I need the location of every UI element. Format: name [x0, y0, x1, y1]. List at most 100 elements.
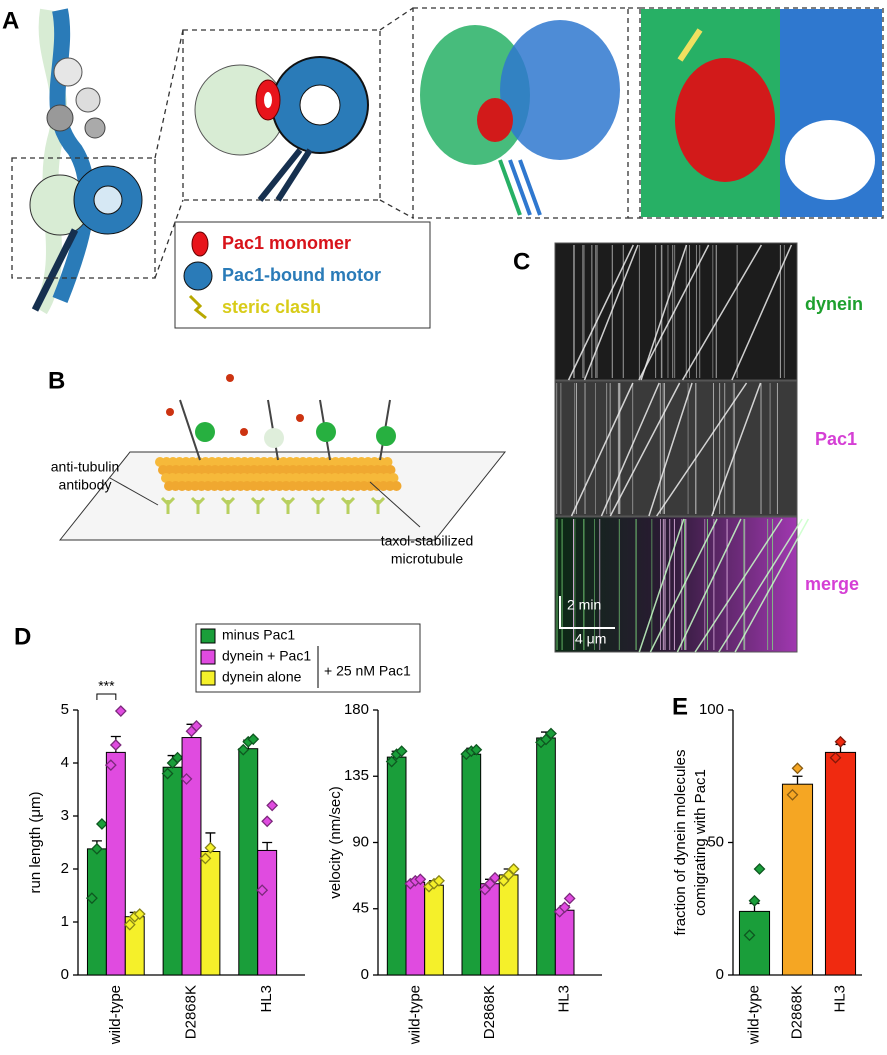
replicate-point [133, 908, 146, 920]
error-bar [262, 841, 273, 851]
dynein-cartoon [29, 8, 143, 315]
moving-track [656, 382, 748, 517]
zoom-box [639, 7, 884, 219]
x-tick-label: wild-type [745, 985, 762, 1045]
legend-label: Pac1-bound motor [222, 265, 381, 285]
zoom-box [182, 29, 381, 201]
bar [405, 881, 426, 976]
replicate-point [558, 901, 571, 914]
moving-track [718, 518, 803, 653]
antibody [340, 496, 356, 514]
structure-view [420, 20, 620, 216]
legend-swatch [200, 670, 216, 686]
replicate-point [247, 733, 260, 746]
x-tick-label: D2868K [182, 985, 199, 1039]
legend-box [195, 623, 421, 693]
bar [162, 766, 183, 976]
kymograph [554, 242, 798, 381]
bar [86, 848, 107, 976]
leader-line [109, 477, 159, 506]
significance-bracket [96, 693, 117, 700]
replicate-point [261, 815, 274, 828]
bar [480, 883, 500, 976]
moving-track [567, 244, 634, 381]
replicate-point [180, 772, 193, 785]
scale-label: 2 min [567, 597, 601, 613]
legend-icon [183, 261, 213, 291]
tubulin [382, 457, 393, 467]
y-tick-label: 0 [61, 966, 69, 983]
channel-label: dynein [805, 294, 863, 314]
moving-track [676, 518, 742, 653]
replicate-point [414, 873, 427, 886]
legend-box [174, 221, 431, 329]
x-tick-label: D2868K [788, 985, 805, 1039]
antibody [370, 496, 386, 514]
dyneins [166, 374, 396, 461]
y-tick-label: 3 [61, 807, 69, 824]
annotation: anti-tubulin [51, 459, 120, 475]
structure-zoom [641, 9, 882, 217]
x-tick-label: HL3 [556, 985, 573, 1013]
channel-label: Pac1 [815, 429, 857, 449]
replicate-point [545, 727, 557, 740]
replicate-point [85, 892, 98, 905]
error-bar [792, 775, 803, 785]
y-tick-label: 90 [352, 833, 369, 850]
x-tick-label: HL3 [258, 985, 275, 1013]
replicate-point [161, 767, 174, 780]
antibody [250, 496, 266, 514]
zoom-box [412, 7, 629, 219]
legend-label: dynein + Pac1 [222, 648, 311, 664]
y-tick-label: 2 [61, 860, 69, 877]
legend-label: steric clash [222, 297, 321, 317]
replicate-point [95, 818, 108, 830]
microtubule [155, 457, 402, 514]
replicate-point [266, 799, 279, 812]
annotation: taxol-stabilized [381, 533, 474, 549]
y-tick-label: 180 [344, 701, 369, 718]
x-tick-label: D2868K [481, 985, 498, 1039]
y-axis-label: run length (μm) [27, 791, 44, 893]
annotation: microtubule [391, 551, 464, 567]
x-tick-label: HL3 [831, 985, 848, 1013]
kymograph-tracks [556, 244, 810, 653]
replicate-point [199, 852, 212, 865]
bar [257, 849, 278, 976]
moving-track [640, 244, 688, 381]
y-tick-label: 50 [707, 833, 724, 850]
antibody [160, 496, 176, 514]
annotation: antibody [59, 477, 112, 493]
replicate-point [114, 705, 127, 717]
replicate-point [470, 743, 483, 756]
panel-label: D [14, 623, 31, 650]
moving-track [734, 518, 810, 653]
replicate-point [104, 759, 117, 772]
replicate-point [748, 894, 761, 907]
channel-label: merge [805, 574, 859, 594]
leader-line [369, 481, 421, 528]
legend-swatch [200, 628, 216, 644]
replicate-point [786, 788, 799, 801]
y-tick-label: 135 [344, 767, 369, 784]
y-tick-label: 100 [699, 701, 724, 718]
replicate-point [204, 841, 217, 854]
bar [461, 753, 482, 976]
bar [554, 909, 575, 976]
moving-track [711, 382, 762, 517]
tubulin [385, 465, 396, 475]
y-axis-label: velocity (nm/sec) [327, 786, 344, 899]
significance: *** [98, 678, 115, 694]
replicate-point [753, 863, 766, 875]
legend-swatch [200, 649, 216, 665]
moving-track [638, 518, 685, 653]
y-axis-label: comigrating with Pac1 [692, 769, 709, 916]
bar [536, 737, 556, 976]
bar [498, 874, 519, 976]
moving-track [649, 518, 718, 653]
y-tick-label: 0 [716, 966, 724, 983]
replicate-point [507, 863, 520, 875]
kymograph [554, 516, 798, 653]
replicate-point [256, 884, 269, 897]
